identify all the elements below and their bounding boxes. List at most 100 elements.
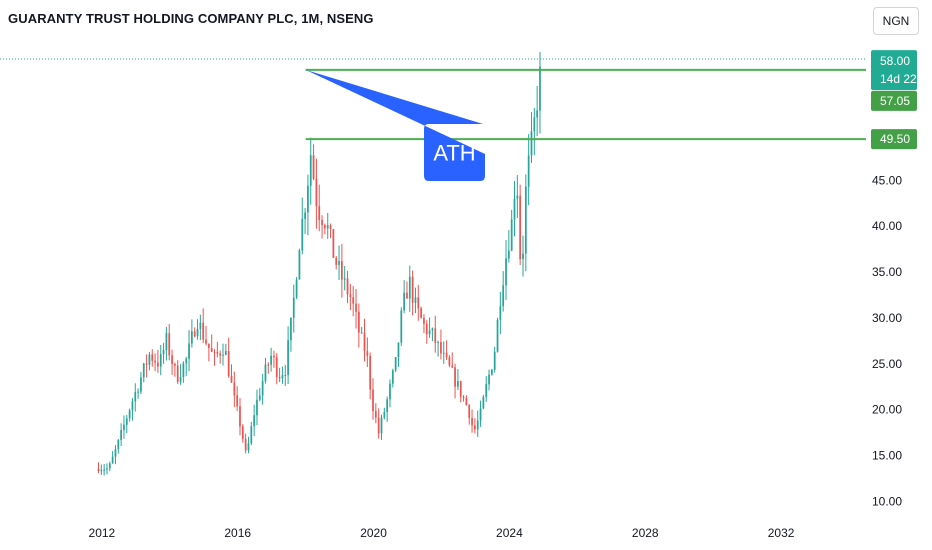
candle [295,276,298,299]
candle [222,343,224,366]
candle [171,349,173,375]
candle [117,438,120,454]
candle-body [174,364,176,366]
candle-body [267,364,270,366]
candle-body [496,319,499,352]
candle-body [321,219,323,226]
candle [380,414,383,440]
level-label-bg [871,129,917,150]
candle-body [216,351,219,354]
candle [340,243,343,298]
price-tick-label: 35.00 [872,265,902,279]
candle [179,364,182,385]
candle [159,344,162,376]
candle-body [100,469,103,471]
candle [216,342,219,358]
candle [471,409,473,433]
candle [264,357,267,384]
candle-body [287,340,289,376]
candle [134,383,137,412]
ath-callout-shape [305,69,485,181]
candle-body [530,131,533,156]
candle-body [391,370,394,384]
candle [120,423,123,446]
candle [440,329,442,360]
candle-body [312,155,315,179]
candle [148,352,151,371]
candle [383,407,386,420]
candle [357,303,360,348]
candle-body [474,425,476,430]
candle [267,362,270,374]
time-tick-label: 2012 [89,526,116,540]
candle-body [329,225,332,230]
price-axis[interactable]: 10.00 15.00 20.00 25.00 30.00 35.00 40.00 45.00 [872,173,902,508]
price-tick-label: 15.00 [872,449,902,463]
candle [321,215,323,239]
candle-body [377,417,380,434]
candle-body [159,354,162,367]
candle-body [250,426,253,444]
candle-body [431,328,434,331]
last-price-label-bg [871,50,917,91]
level-label-bg [871,90,917,111]
candle-body [408,276,411,299]
candle-body [380,417,383,434]
price-tick-label: 40.00 [872,219,902,233]
candle-body [213,351,216,353]
candle-body [261,381,264,396]
price-tick-label: 30.00 [872,311,902,325]
level-price-label: 49.50 [880,132,910,146]
currency-button[interactable]: NGN [873,7,919,35]
candle [236,386,239,411]
candle-body [403,292,406,311]
candle [522,235,524,277]
candle [307,174,309,236]
candlestick-series [97,51,541,476]
candle [162,342,165,364]
candle [507,230,510,263]
candle [213,349,216,366]
candle [490,368,493,376]
time-tick-label: 2028 [632,526,659,540]
candle-body [179,377,182,382]
candle-body [411,276,414,303]
candle [510,209,513,252]
candle [315,158,318,229]
candle-body [389,383,391,400]
candle [142,362,145,383]
candle [275,352,278,385]
candle [324,223,326,235]
candle [270,347,272,372]
candle [360,326,363,334]
candle [445,340,448,360]
candle-body [275,357,278,378]
candle [332,228,335,258]
candle-body [451,365,454,368]
candle [474,418,476,434]
candle-body [97,469,100,471]
candle-body [335,257,338,265]
candle-body [315,178,318,207]
candle [465,395,468,406]
candle-body [400,310,403,343]
candle [256,389,258,426]
candle [103,463,106,476]
candle-body [394,357,397,371]
candle-body [148,354,151,365]
candle [157,349,159,373]
candle [278,367,281,383]
time-axis[interactable]: 2012 2016 2020 2024 2028 2032 [89,526,795,540]
candle [343,265,346,291]
candle-body [151,354,154,361]
candle [292,284,295,333]
candle [253,404,256,437]
time-tick-label: 2024 [496,526,523,540]
candle [479,400,482,427]
candle [131,398,134,421]
candle-body [386,399,389,413]
candle-body [338,260,340,265]
candle-body [465,397,468,406]
candle [377,408,380,439]
